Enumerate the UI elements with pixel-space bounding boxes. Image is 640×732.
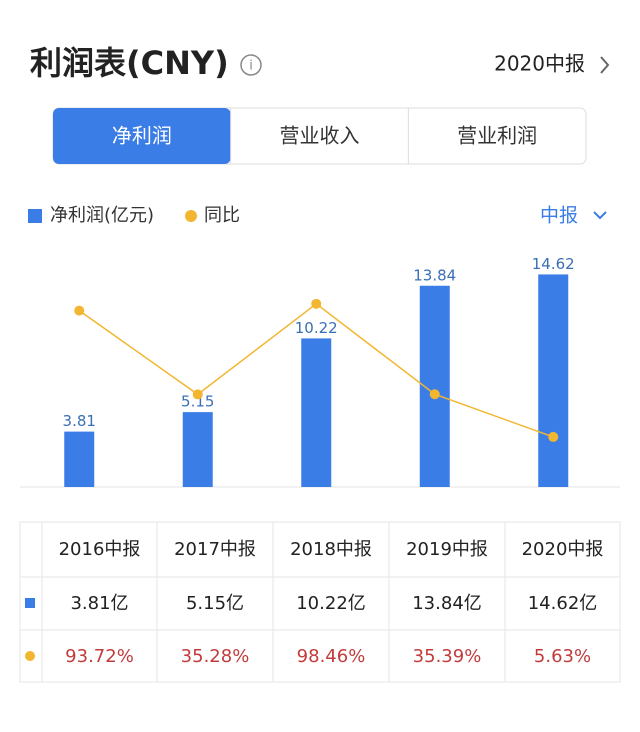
legend-swatch bbox=[185, 210, 197, 222]
row-icon bbox=[25, 598, 35, 608]
point bbox=[429, 389, 440, 400]
table-cell: 10.22亿 bbox=[296, 593, 366, 614]
bar bbox=[301, 338, 332, 487]
bar bbox=[538, 274, 569, 487]
table-cell: 14.62亿 bbox=[528, 593, 598, 614]
bar bbox=[64, 431, 95, 487]
tab[interactable]: 营业利润 bbox=[457, 124, 537, 148]
table-cell: 3.81亿 bbox=[70, 593, 128, 614]
tab[interactable]: 营业收入 bbox=[280, 124, 360, 148]
bar-label: 13.84 bbox=[413, 266, 456, 284]
dropdown-arrow bbox=[593, 211, 607, 220]
legend-label: 同比 bbox=[204, 205, 240, 226]
tab-active bbox=[53, 108, 231, 164]
table-cell: 98.46% bbox=[297, 646, 366, 667]
period[interactable]: 2020中报 bbox=[494, 52, 585, 76]
point bbox=[311, 298, 322, 309]
bar-label: 5.15 bbox=[181, 393, 214, 411]
table-header: 2016中报 bbox=[59, 539, 141, 560]
info-i: i bbox=[249, 59, 253, 74]
point bbox=[74, 305, 85, 316]
table-cell: 35.28% bbox=[181, 646, 250, 667]
point bbox=[548, 431, 559, 442]
table-header: 2019中报 bbox=[406, 539, 488, 560]
bar-label: 10.22 bbox=[295, 319, 338, 337]
table-header: 2020中报 bbox=[522, 539, 604, 560]
legend-swatch bbox=[28, 209, 42, 223]
info-icon[interactable] bbox=[240, 54, 262, 76]
legend-label: 净利润(亿元) bbox=[50, 205, 154, 226]
table-cell: 13.84亿 bbox=[412, 593, 482, 614]
period-select[interactable]: 中报 bbox=[540, 205, 578, 227]
bar-label: 3.81 bbox=[63, 412, 96, 430]
title: 利润表(CNY) bbox=[30, 44, 229, 82]
bar bbox=[182, 412, 213, 487]
chevron bbox=[600, 56, 610, 74]
tab[interactable]: 净利润 bbox=[112, 124, 172, 148]
row-icon bbox=[25, 651, 35, 661]
table-header: 2017中报 bbox=[174, 539, 256, 560]
bar-label: 14.62 bbox=[532, 255, 575, 273]
table-cell: 5.15亿 bbox=[186, 593, 244, 614]
table-cell: 35.39% bbox=[413, 646, 482, 667]
table-cell: 5.63% bbox=[534, 646, 591, 667]
table-header: 2018中报 bbox=[290, 539, 372, 560]
table-cell: 93.72% bbox=[65, 646, 134, 667]
table-border bbox=[19, 521, 621, 683]
point bbox=[192, 389, 203, 400]
